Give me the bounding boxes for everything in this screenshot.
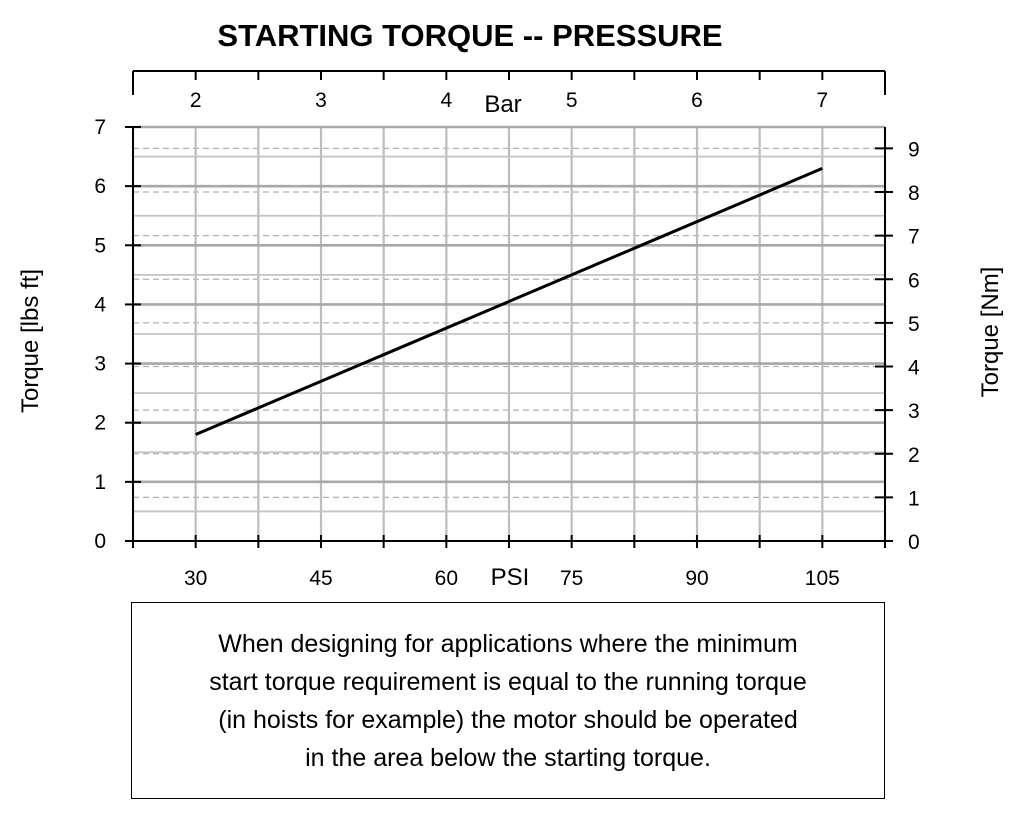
top-tick-label: 2 (190, 89, 202, 112)
left-tick-label: 1 (94, 471, 106, 494)
left-tick-label: 7 (94, 116, 106, 139)
top-tick-label: 7 (816, 89, 828, 112)
note-text: When designing for applications where th… (148, 625, 868, 777)
bottom-tick-label: 45 (309, 567, 332, 590)
bottom-tick-label: 30 (184, 567, 207, 590)
left-tick-label: 3 (94, 353, 106, 376)
right-tick-label: 1 (908, 487, 920, 510)
right-tick-label: 4 (908, 357, 920, 380)
torque-line (195, 167, 823, 436)
right-tick-label: 0 (908, 531, 920, 554)
left-tick-label: 5 (94, 234, 106, 257)
top-tick-label: 4 (440, 89, 452, 112)
axes (125, 70, 893, 548)
note-box: When designing for applications where th… (131, 602, 885, 799)
right-tick-label: 2 (908, 444, 920, 467)
top-tick-label: 6 (691, 89, 703, 112)
note-line: When designing for applications where th… (218, 629, 798, 658)
note-line: in the area below the starting torque. (305, 743, 711, 772)
top-axis-title: Bar (484, 91, 521, 118)
series-layer (195, 167, 823, 436)
bottom-tick-label: 105 (805, 567, 840, 590)
right-axis-title: Torque [Nm] (977, 267, 1004, 398)
note-line: (in hoists for example) the motor should… (218, 705, 798, 734)
left-tick-label: 0 (94, 530, 106, 553)
top-tick-label: 5 (566, 89, 578, 112)
left-tick-label: 2 (94, 412, 106, 435)
left-axis-title: Torque [lbs ft] (17, 269, 44, 413)
bottom-tick-label: 75 (560, 567, 583, 590)
bottom-tick-label: 90 (685, 567, 708, 590)
right-tick-label: 9 (908, 138, 920, 161)
grid (131, 125, 887, 541)
right-tick-label: 6 (908, 269, 920, 292)
right-tick-label: 7 (908, 226, 920, 249)
top-tick-label: 3 (315, 89, 327, 112)
bottom-axis-title: PSI (491, 564, 530, 591)
left-tick-label: 6 (94, 175, 106, 198)
chart-title: STARTING TORQUE -- PRESSURE (217, 18, 722, 53)
right-tick-label: 5 (908, 313, 920, 336)
right-tick-label: 3 (908, 400, 920, 423)
bottom-tick-label: 60 (435, 567, 458, 590)
note-line: start torque requirement is equal to the… (209, 667, 807, 696)
left-tick-label: 4 (94, 293, 106, 316)
right-tick-label: 8 (908, 182, 920, 205)
